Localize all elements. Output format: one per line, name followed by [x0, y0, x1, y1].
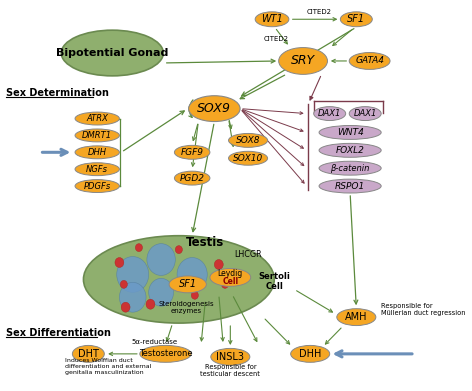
Ellipse shape	[349, 107, 381, 120]
Circle shape	[117, 256, 149, 292]
Text: WNT4: WNT4	[337, 128, 363, 137]
Text: Testosterone: Testosterone	[139, 350, 193, 359]
Ellipse shape	[75, 129, 119, 142]
Circle shape	[135, 244, 143, 251]
Text: DAX1: DAX1	[354, 109, 377, 118]
Circle shape	[177, 258, 207, 291]
Text: DHT: DHT	[78, 349, 99, 359]
Text: SRY: SRY	[291, 54, 315, 68]
Circle shape	[191, 291, 198, 299]
Circle shape	[214, 260, 223, 269]
Text: SOX10: SOX10	[233, 154, 263, 163]
Ellipse shape	[319, 161, 381, 175]
Text: FGF9: FGF9	[181, 148, 203, 157]
Text: Responsible for
testicular descent: Responsible for testicular descent	[201, 364, 260, 377]
Ellipse shape	[75, 112, 119, 125]
Text: INSL3: INSL3	[216, 352, 244, 362]
Circle shape	[115, 258, 124, 267]
Ellipse shape	[337, 308, 376, 326]
Text: Testis: Testis	[186, 236, 225, 249]
Ellipse shape	[314, 107, 346, 120]
Circle shape	[149, 278, 174, 306]
Ellipse shape	[278, 48, 328, 74]
Text: SOX9: SOX9	[197, 102, 231, 115]
Text: Leydig: Leydig	[218, 269, 243, 278]
Circle shape	[147, 244, 175, 275]
Ellipse shape	[75, 146, 119, 159]
Ellipse shape	[61, 30, 163, 76]
Text: DAX1: DAX1	[318, 109, 341, 118]
Text: PGD2: PGD2	[180, 174, 205, 183]
Ellipse shape	[228, 133, 268, 147]
Text: Responsible for
Müllerian duct regression: Responsible for Müllerian duct regressio…	[381, 303, 466, 316]
Ellipse shape	[228, 151, 268, 165]
Ellipse shape	[319, 143, 381, 157]
Ellipse shape	[169, 276, 206, 293]
Circle shape	[175, 246, 182, 254]
Text: Sex Determination: Sex Determination	[6, 88, 109, 98]
Text: FOXL2: FOXL2	[336, 146, 364, 155]
Text: RSPO1: RSPO1	[335, 181, 365, 190]
Text: CITED2: CITED2	[307, 9, 332, 15]
Ellipse shape	[72, 345, 104, 362]
Text: CITED2: CITED2	[263, 36, 288, 42]
Ellipse shape	[340, 12, 372, 27]
Ellipse shape	[189, 96, 240, 122]
Text: LHCGR: LHCGR	[234, 250, 262, 259]
Text: DHH: DHH	[299, 349, 321, 359]
Text: Bipotential Gonad: Bipotential Gonad	[56, 48, 169, 58]
Ellipse shape	[84, 236, 274, 323]
Ellipse shape	[75, 179, 119, 192]
Ellipse shape	[175, 145, 210, 159]
Text: Cell: Cell	[222, 277, 238, 286]
Text: Steroidogenesis
enzymes: Steroidogenesis enzymes	[158, 301, 214, 314]
Ellipse shape	[319, 179, 381, 193]
Text: Sex Differentiation: Sex Differentiation	[6, 328, 111, 338]
Text: 5α-reductase: 5α-reductase	[132, 339, 178, 345]
Text: SF1: SF1	[179, 279, 197, 289]
Ellipse shape	[75, 163, 119, 176]
Text: Sertoli
Cell: Sertoli Cell	[259, 272, 291, 291]
Text: ATRX: ATRX	[86, 114, 108, 123]
Ellipse shape	[210, 269, 251, 286]
Circle shape	[121, 302, 130, 312]
Ellipse shape	[255, 12, 289, 27]
Ellipse shape	[349, 52, 390, 69]
Text: SF1: SF1	[347, 14, 365, 24]
Ellipse shape	[319, 126, 381, 140]
Ellipse shape	[140, 345, 191, 362]
Text: DHH: DHH	[88, 148, 107, 157]
Text: DMRT1: DMRT1	[82, 131, 112, 140]
Ellipse shape	[211, 348, 250, 365]
Circle shape	[120, 280, 127, 288]
Text: WT1: WT1	[261, 14, 283, 24]
Ellipse shape	[175, 171, 210, 185]
Text: Induces Wolffian duct
differentiation and external
genitalia masculinization: Induces Wolffian duct differentiation an…	[65, 359, 152, 375]
Ellipse shape	[291, 345, 330, 362]
Text: PDGFs: PDGFs	[84, 181, 111, 190]
Text: SOX8: SOX8	[236, 136, 261, 145]
Circle shape	[221, 280, 228, 288]
Text: NGFs: NGFs	[86, 165, 108, 174]
Text: AMH: AMH	[345, 312, 368, 322]
Circle shape	[146, 299, 155, 309]
Text: GATA4: GATA4	[355, 56, 384, 65]
Text: β-catenin: β-catenin	[330, 164, 370, 173]
Circle shape	[119, 282, 146, 312]
